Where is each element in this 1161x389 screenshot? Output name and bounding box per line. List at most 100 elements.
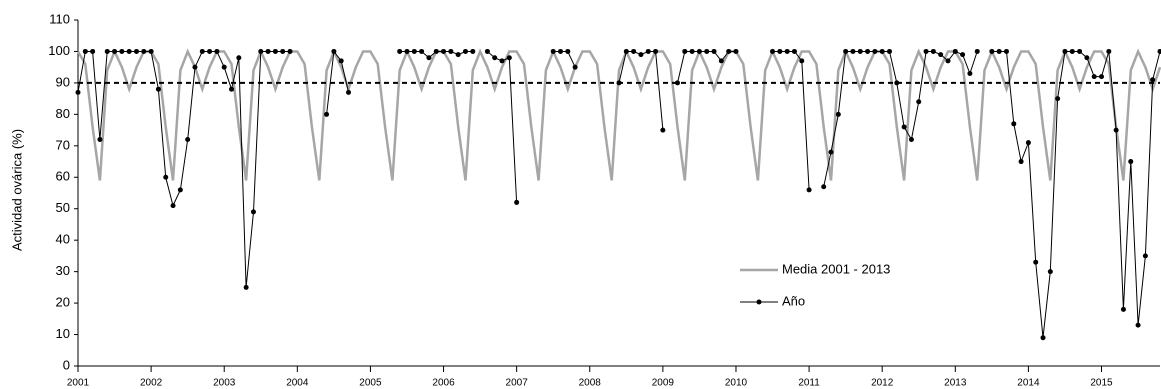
y-tick-label: 100: [48, 43, 70, 58]
data-point: [1128, 159, 1134, 165]
data-point: [879, 48, 885, 54]
data-point: [104, 48, 110, 54]
data-point: [433, 48, 439, 54]
data-point: [960, 52, 966, 58]
data-point: [404, 48, 410, 54]
y-axis-label: Actividad ovárica (%): [9, 129, 24, 251]
data-point: [835, 111, 841, 117]
data-point: [1120, 306, 1126, 312]
data-point: [155, 86, 161, 92]
x-tick-label: 2015: [1090, 378, 1113, 389]
data-point: [185, 137, 191, 143]
data-point: [930, 48, 936, 54]
data-point: [514, 199, 520, 205]
data-point: [1018, 159, 1024, 165]
data-point: [455, 52, 461, 58]
data-point: [974, 48, 980, 54]
data-point: [843, 48, 849, 54]
data-point: [1099, 74, 1105, 80]
data-point: [908, 137, 914, 143]
data-point: [75, 89, 81, 95]
data-point: [462, 48, 468, 54]
data-point: [857, 48, 863, 54]
data-point: [1003, 48, 1009, 54]
data-point: [426, 55, 432, 61]
data-point: [572, 64, 578, 70]
data-point: [280, 48, 286, 54]
data-point: [696, 48, 702, 54]
data-point: [1040, 335, 1046, 341]
data-point: [550, 48, 556, 54]
y-tick-label: 110: [49, 11, 70, 26]
y-tick-label: 70: [56, 137, 70, 152]
data-point: [682, 48, 688, 54]
data-point: [214, 48, 220, 54]
y-tick-label: 50: [56, 200, 70, 215]
data-point: [1150, 77, 1156, 83]
data-point: [989, 48, 995, 54]
y-tick-label: 30: [56, 263, 70, 278]
x-tick-label: 2005: [359, 378, 382, 389]
data-point: [90, 48, 96, 54]
data-point: [448, 48, 454, 54]
x-tick-label: 2007: [506, 378, 529, 389]
y-tick-label: 10: [56, 326, 70, 341]
data-point: [565, 48, 571, 54]
data-point: [784, 48, 790, 54]
data-point: [1062, 48, 1068, 54]
x-tick-label: 2003: [213, 378, 236, 389]
data-point: [558, 48, 564, 54]
data-point: [887, 48, 892, 54]
data-point: [799, 58, 805, 64]
data-point: [689, 48, 695, 54]
data-point: [674, 80, 680, 86]
data-point: [1142, 253, 1148, 259]
data-point: [1157, 48, 1161, 54]
data-point: [243, 284, 249, 290]
y-tick-label: 0: [63, 357, 70, 372]
data-point: [492, 55, 498, 61]
data-point: [733, 48, 739, 54]
legend-marker: [756, 299, 762, 305]
data-point: [967, 70, 973, 76]
data-point: [1069, 48, 1075, 54]
data-point: [938, 52, 944, 58]
data-point: [192, 64, 198, 70]
y-tick-label: 60: [56, 169, 70, 184]
x-tick-label: 2008: [579, 378, 602, 389]
data-point: [229, 86, 235, 92]
series-line: [77, 50, 1161, 338]
x-tick-label: 2002: [140, 378, 163, 389]
data-point: [258, 48, 264, 54]
data-point: [506, 55, 512, 61]
data-point: [770, 48, 776, 54]
y-tick-label: 80: [56, 106, 70, 121]
data-point: [250, 209, 256, 215]
x-tick-label: 2013: [944, 378, 967, 389]
data-point: [1055, 96, 1061, 102]
data-point: [82, 48, 88, 54]
data-point: [470, 48, 476, 54]
data-point: [1106, 48, 1112, 54]
series-line: [76, 48, 1161, 181]
data-point: [850, 48, 856, 54]
data-point: [338, 58, 344, 64]
data-point: [952, 48, 958, 54]
x-tick-label: 2011: [798, 378, 820, 389]
x-tick-label: 2006: [432, 378, 455, 389]
data-point: [704, 48, 710, 54]
data-point: [901, 124, 907, 130]
data-point: [236, 55, 242, 61]
data-point: [711, 48, 717, 54]
x-tick-label: 2014: [1017, 378, 1040, 389]
data-point: [923, 48, 929, 54]
data-point: [97, 137, 103, 143]
data-point: [638, 52, 644, 58]
data-point: [660, 127, 666, 133]
data-point: [1033, 259, 1039, 265]
data-point: [1084, 55, 1090, 61]
y-tick-label: 20: [56, 295, 70, 310]
data-point: [872, 48, 878, 54]
data-point: [996, 48, 1002, 54]
